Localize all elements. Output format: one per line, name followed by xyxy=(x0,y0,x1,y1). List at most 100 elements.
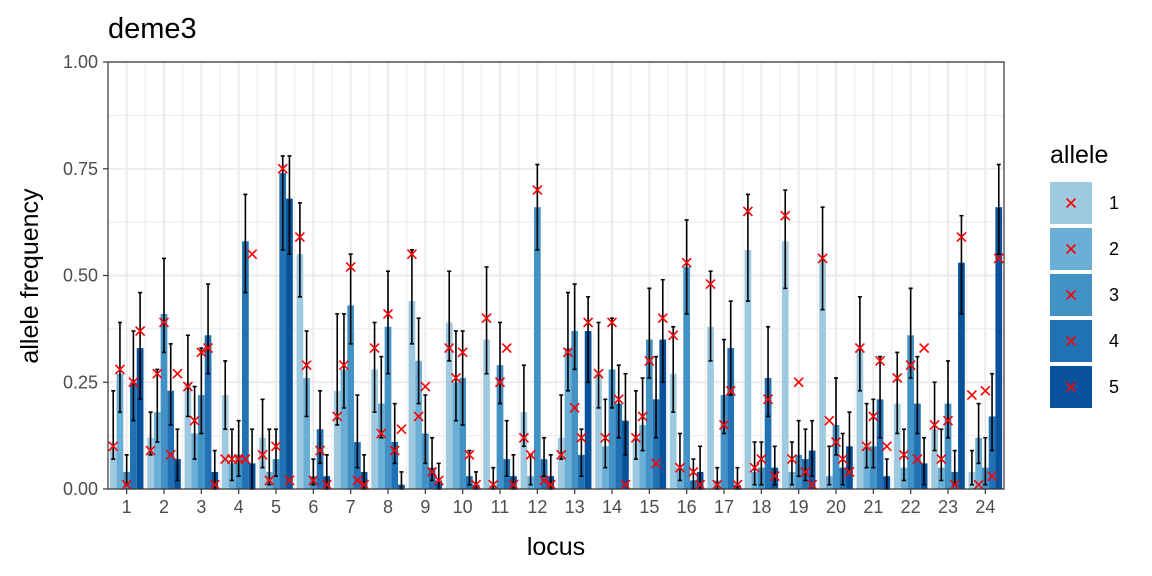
marker-x-allele-2 xyxy=(674,462,686,473)
marker-x-allele-3 xyxy=(196,347,207,358)
marker-stroke xyxy=(406,249,417,260)
bar-allele-4 xyxy=(876,399,884,489)
marker-stroke xyxy=(121,479,132,490)
marker-x-allele-3 xyxy=(793,377,804,388)
bar-allele-1 xyxy=(595,373,602,489)
x-tick-label: 11 xyxy=(491,497,510,517)
x-tick-label: 1 xyxy=(122,497,132,517)
marker-stroke xyxy=(824,415,835,426)
x-tick-label: 10 xyxy=(453,497,473,517)
marker-stroke xyxy=(562,347,574,358)
marker-stroke xyxy=(657,313,668,324)
legend-marker-stroke xyxy=(1065,243,1077,255)
legend-label: 3 xyxy=(1109,285,1119,305)
marker-stroke xyxy=(338,360,350,371)
marker-x-allele-2 xyxy=(898,449,910,460)
chart-title: deme3 xyxy=(108,13,197,45)
marker-stroke xyxy=(793,377,804,388)
marker-x-allele-1 xyxy=(817,253,828,264)
x-tick-label: 23 xyxy=(938,497,958,517)
marker-stroke xyxy=(152,368,163,379)
marker-stroke xyxy=(756,454,767,465)
marker-x-allele-1 xyxy=(294,232,305,243)
marker-x-allele-1 xyxy=(481,313,492,324)
legend-title: allele xyxy=(1050,141,1108,169)
bar-allele-1 xyxy=(781,241,789,489)
marker-stroke xyxy=(905,360,916,371)
marker-stroke xyxy=(301,360,312,371)
marker-x-allele-2 xyxy=(450,372,462,384)
marker-stroke xyxy=(189,415,200,426)
bar-allele-4 xyxy=(204,335,212,489)
marker-x-allele-3 xyxy=(905,360,916,371)
legend-item-allele-1: 1 xyxy=(1050,182,1119,224)
marker-stroke xyxy=(308,475,319,486)
marker-stroke xyxy=(444,343,455,354)
x-tick-label: 2 xyxy=(159,497,169,517)
bar-allele-1 xyxy=(483,339,490,489)
bar-allele-2 xyxy=(452,382,460,489)
bar-allele-3 xyxy=(907,335,915,489)
marker-stroke xyxy=(919,343,930,354)
marker-x-allele-1 xyxy=(108,441,119,452)
bar-allele-4 xyxy=(764,377,772,489)
marker-stroke xyxy=(481,313,492,324)
x-tick-label: 21 xyxy=(863,497,883,517)
legend-marker-stroke xyxy=(1065,289,1077,301)
marker-x-allele-1 xyxy=(332,411,343,422)
marker-stroke xyxy=(620,479,631,490)
marker-x-allele-3 xyxy=(382,308,394,319)
marker-stroke xyxy=(712,479,723,490)
marker-stroke xyxy=(749,462,760,473)
x-tick-label: 7 xyxy=(346,497,356,517)
x-tick-label: 16 xyxy=(677,497,697,517)
x-tick-label: 3 xyxy=(196,497,206,517)
marker-stroke xyxy=(457,347,468,358)
bar-allele-1 xyxy=(371,369,378,489)
y-axis-title: allele frequency xyxy=(16,188,44,364)
bar-allele-2 xyxy=(153,412,161,489)
marker-stroke xyxy=(264,475,275,486)
bar-allele-3 xyxy=(160,313,168,489)
marker-x-allele-5 xyxy=(284,475,295,486)
marker-x-allele-3 xyxy=(756,454,767,465)
bar-allele-2 xyxy=(191,433,198,489)
marker-x-allele-4 xyxy=(650,458,662,469)
marker-x-allele-4 xyxy=(688,466,699,477)
marker-stroke xyxy=(508,479,519,490)
marker-stroke xyxy=(389,445,400,456)
marker-x-allele-4 xyxy=(762,394,774,405)
legend-marker-stroke xyxy=(1065,335,1077,347)
marker-stroke xyxy=(593,368,604,379)
marker-x-allele-3 xyxy=(345,261,356,273)
bar-allele-1 xyxy=(931,429,938,489)
marker-x-allele-3 xyxy=(457,347,468,358)
x-tick-label: 14 xyxy=(602,497,622,517)
x-tick-label: 24 xyxy=(975,497,995,517)
marker-x-allele-2 xyxy=(338,360,350,371)
marker-stroke xyxy=(352,475,363,486)
marker-stroke xyxy=(583,317,594,328)
bar-allele-3 xyxy=(683,266,691,489)
marker-stroke xyxy=(742,206,753,217)
bar-allele-2 xyxy=(639,424,646,489)
marker-x-allele-4 xyxy=(128,377,139,388)
marker-stroke xyxy=(892,372,903,384)
x-tick-label: 22 xyxy=(901,497,921,517)
marker-x-allele-1 xyxy=(257,449,268,460)
x-tick-label: 4 xyxy=(234,497,244,517)
marker-x-allele-2 xyxy=(973,479,984,490)
marker-stroke xyxy=(538,475,550,486)
marker-x-allele-5 xyxy=(769,471,780,482)
bar-allele-4 xyxy=(242,241,249,489)
bar-allele-1 xyxy=(669,373,677,489)
marker-stroke xyxy=(413,411,424,422)
marker-stroke xyxy=(488,479,499,490)
marker-stroke xyxy=(912,454,923,465)
marker-stroke xyxy=(973,479,984,490)
marker-x-allele-5 xyxy=(433,475,444,486)
marker-x-allele-5 xyxy=(695,479,706,490)
x-tick-label: 12 xyxy=(527,497,547,517)
bar-allele-2 xyxy=(303,377,310,489)
